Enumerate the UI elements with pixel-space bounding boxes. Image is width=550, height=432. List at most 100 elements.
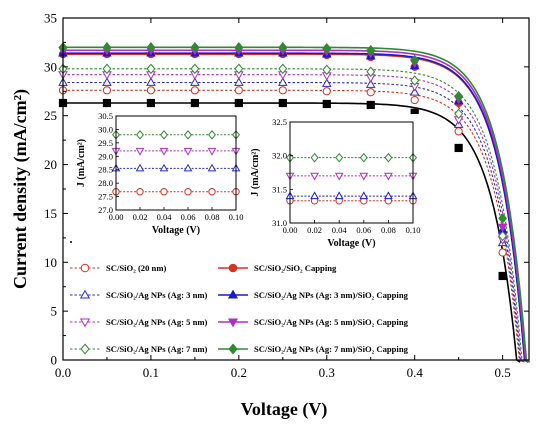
data-point	[278, 86, 287, 95]
data-point	[409, 87, 420, 96]
x-tick-label: 0.0	[55, 365, 71, 380]
inset-y-tick-label: 27.0	[98, 205, 113, 215]
series-line	[63, 89, 524, 363]
data-point	[366, 88, 375, 97]
inset-data-point	[135, 147, 145, 156]
x-tick-label: 0.3	[319, 365, 335, 380]
inset-data-point	[359, 152, 368, 163]
data-point	[454, 127, 463, 136]
inset-background	[246, 114, 423, 261]
data-point	[102, 42, 112, 53]
series-line	[63, 52, 529, 363]
legend-label: SC/SiO₂/Ag NPs (Ag: 5 nm)/SiO₂ Capping	[254, 317, 409, 327]
inset-y-tick-label: 29.0	[98, 151, 113, 161]
legend: Bare SCSC/SiO₂ (20 nm)SC/SiO₂/SiO₂ Cappi…	[70, 237, 409, 355]
inset-data-point	[334, 191, 344, 200]
data-point	[146, 86, 156, 95]
y-tick-label: 10	[44, 255, 57, 270]
data-point	[146, 98, 156, 108]
x-tick-label: 0.5	[494, 365, 510, 380]
data-point	[234, 98, 243, 108]
inset-frame	[115, 115, 237, 211]
inset-x-tick-label: 0.00	[283, 225, 298, 235]
legend-marker	[79, 318, 91, 328]
legend-marker	[227, 289, 239, 299]
data-point	[234, 77, 244, 86]
y-tick-label: 30	[44, 59, 57, 74]
x-axis-title: Voltage (V)	[241, 399, 328, 420]
y-tick-label: 35	[44, 11, 57, 26]
data-point	[146, 77, 156, 86]
data-point	[454, 108, 464, 120]
data-point	[498, 213, 508, 224]
inset-uncapped: 0.00 0.02 0.04 0.06 0.08 0.10 27.0 27.5 28.0 28.5…	[72, 108, 246, 248]
data-point	[146, 42, 156, 53]
legend-label: SC/SiO₂/SiO₂ Capping	[254, 263, 337, 273]
inset-data-point	[359, 191, 369, 200]
inset-y-tick-label: 27.5	[98, 192, 113, 202]
inset-y-tick-label: 30.5	[98, 111, 113, 121]
data-point	[190, 42, 200, 53]
data-point	[322, 43, 332, 54]
legend-label: SC/SiO₂/Ag NPs (Ag: 5 nm)	[106, 317, 208, 327]
data-point	[190, 86, 199, 95]
y-tick-label: 15	[44, 206, 57, 221]
data-point	[277, 77, 288, 86]
legend-marker	[80, 263, 90, 273]
data-point	[321, 78, 332, 87]
inset-data-point	[207, 147, 217, 156]
legend-marker	[80, 343, 90, 355]
y-tick-label: 20	[44, 157, 57, 172]
data-point	[102, 98, 112, 108]
series-line	[63, 74, 525, 363]
data-point	[410, 54, 420, 66]
inset-x-tick-label: 0.06	[356, 225, 371, 235]
inset-data-point	[183, 163, 193, 172]
inset-x-tick-label: 0.06	[181, 212, 196, 222]
data-point	[454, 143, 463, 153]
legend-label: SC/SiO₂/Ag NPs (Ag: 3 nm)/SiO₂ Capping	[254, 290, 409, 300]
y-tick-label: 5	[51, 304, 58, 319]
data-point	[278, 98, 287, 108]
inset-data-point	[135, 130, 145, 140]
data-point	[497, 223, 508, 233]
inset-data-point	[208, 188, 216, 196]
y-axis-title: Current density (mA/cm²)	[10, 89, 31, 289]
data-point	[410, 75, 420, 86]
inset-data-point	[384, 152, 393, 163]
inset-data-point	[159, 163, 169, 172]
data-point	[102, 77, 112, 86]
legend-label: SC/SiO₂ (20 nm)	[106, 263, 166, 273]
inset-data-point	[384, 191, 393, 200]
inset-data-point	[159, 147, 169, 156]
y-tick-label: 0	[51, 353, 58, 368]
inset-x-tick-label: 0.10	[406, 225, 421, 235]
inset-frame	[289, 121, 414, 224]
data-point	[322, 87, 331, 96]
data-point	[366, 66, 376, 78]
inset-data-point	[207, 130, 217, 140]
data-point	[190, 98, 199, 108]
data-point	[366, 100, 375, 110]
inset-data-point	[136, 188, 144, 196]
inset-y-axis-title: J (mA/cm²)	[250, 148, 261, 196]
inset-x-axis-title: Voltage (V)	[152, 225, 200, 236]
legend-marker	[228, 263, 238, 273]
inset-data-point	[183, 130, 193, 140]
inset-y-tick-label: 29.5	[98, 138, 113, 148]
data-point	[498, 271, 507, 281]
inset-x-tick-label: 0.08	[205, 212, 220, 222]
inset-x-tick-label: 0.02	[133, 212, 148, 222]
inset-y-tick-label: 32.5	[272, 117, 287, 127]
legend-marker	[228, 343, 238, 355]
inset-y-axis-title: J (mA/cm²)	[76, 139, 87, 187]
data-point	[365, 79, 376, 88]
inset-y-tick-label: 31.0	[272, 218, 287, 228]
x-tick-label: 0.1	[143, 365, 159, 380]
legend-marker	[79, 289, 91, 299]
legend-label: SC/SiO₂/Ag NPs (Ag: 3 nm)	[106, 290, 208, 300]
inset-y-tick-label: 30.0	[98, 124, 113, 134]
inset-y-tick-label: 31.5	[272, 184, 287, 194]
inset-x-axis-title: Voltage (V)	[327, 238, 375, 249]
